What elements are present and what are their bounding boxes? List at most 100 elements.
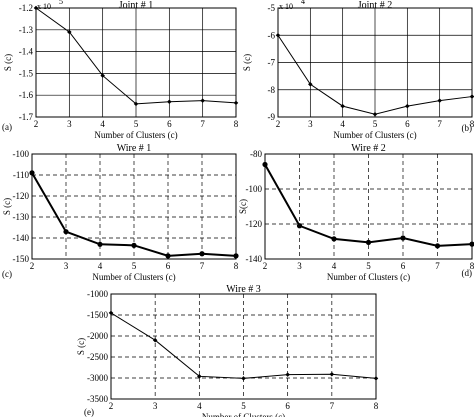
x-tick-label: 6 xyxy=(285,401,290,411)
x-tick-label: 2 xyxy=(263,261,268,271)
x-tick-label: 8 xyxy=(470,119,474,129)
y-tick-label: -2000 xyxy=(87,331,108,341)
data-point xyxy=(296,223,303,229)
data-point xyxy=(262,161,268,168)
x-tick-label: 3 xyxy=(67,119,72,129)
y-tick-label: -6 xyxy=(268,30,276,40)
x-tick-label: 2 xyxy=(109,401,114,411)
x-tick-label: 6 xyxy=(405,119,410,129)
data-point xyxy=(152,337,158,343)
x-axis-label: Number of Clusters (c) xyxy=(94,130,177,140)
data-point xyxy=(405,103,410,109)
x-tick-label: 6 xyxy=(166,261,171,271)
plot-frame xyxy=(31,153,237,260)
data-point xyxy=(29,170,35,176)
y-tick-label: -1.2 xyxy=(19,3,33,13)
data-point xyxy=(469,94,474,99)
panel-wire-1: 2 3 4 5 6 7 8 -100 -110 -120 -130 -140 -150 Wire # 1 N… xyxy=(2,143,239,282)
y-tick-label: -150 xyxy=(13,254,30,264)
y-axis-label: S (c) xyxy=(242,54,252,71)
y-axis-label: S(c) xyxy=(238,199,248,214)
data-point xyxy=(365,239,372,245)
y-tick-label: -100 xyxy=(13,149,30,159)
y-tick-label: -2500 xyxy=(87,352,108,362)
panel-joint-1: 2 3 4 5 6 7 8 -1.2 -1.3 -1.4 -1.5 -1.6 -1.7 Joint # 1… xyxy=(2,0,239,140)
x-axis-label: Number of Clusters (c) xyxy=(327,272,410,282)
x-tick-label: 7 xyxy=(330,401,335,411)
panel-wire-3: 2 3 4 5 6 7 8 -1000 -1500 -2000 -2500 -3000 -3500 Wir… xyxy=(76,284,379,417)
data-point xyxy=(200,98,205,103)
y-tick-label: -5 xyxy=(268,3,276,13)
y-multiplier-label: x 10 xyxy=(279,2,293,11)
x-axis-label: Number of Clusters (c) xyxy=(92,272,175,282)
plot-frame xyxy=(110,293,377,400)
y-tick-label: -120 xyxy=(246,219,263,229)
x-tick-label: 2 xyxy=(34,119,39,129)
data-point xyxy=(167,99,172,105)
y-multiplier-exponent: 4 xyxy=(301,0,305,6)
y-tick-label: -8 xyxy=(268,85,276,95)
y-axis-label: S (c) xyxy=(76,338,86,355)
data-point xyxy=(241,376,246,381)
data-point xyxy=(233,100,239,106)
data-point xyxy=(199,251,205,257)
y-tick-label: -1.6 xyxy=(19,90,34,100)
plot-frame xyxy=(264,153,473,260)
y-tick-label: -1500 xyxy=(87,310,108,320)
y-tick-label: -1000 xyxy=(87,289,108,299)
panel-wire-2: 2 3 4 5 6 7 8 -80 -100 -120 -140 Wire # 2 Number of … xyxy=(238,143,474,282)
y-axis-label: S (c) xyxy=(3,54,13,71)
x-tick-label: 3 xyxy=(64,261,69,271)
data-point xyxy=(372,112,378,117)
x-tick-label: 2 xyxy=(276,119,281,129)
chart-title: Wire # 2 xyxy=(351,143,386,154)
x-tick-label: 4 xyxy=(340,119,345,129)
x-tick-label: 5 xyxy=(134,119,139,129)
x-axis-label: Number of Clusters (c) xyxy=(333,130,416,140)
data-point xyxy=(434,243,441,249)
data-point xyxy=(63,229,69,235)
chart-title: Joint # 1 xyxy=(119,0,153,11)
panel-tag: (e) xyxy=(84,407,94,417)
x-tick-label: 7 xyxy=(200,261,205,271)
panel-tag: (c) xyxy=(2,269,12,279)
y-tick-label: -3500 xyxy=(87,394,108,404)
y-tick-label: -1.3 xyxy=(19,25,34,35)
y-multiplier-exponent: 5 xyxy=(59,0,63,6)
x-tick-label: 3 xyxy=(308,119,313,129)
y-tick-label: -140 xyxy=(13,233,30,243)
x-tick-label: 3 xyxy=(297,261,302,271)
x-tick-label: 8 xyxy=(374,401,379,411)
y-tick-label: -110 xyxy=(13,170,30,180)
y-axis-label: S (c) xyxy=(2,198,12,215)
chart-title: Wire # 3 xyxy=(226,284,261,295)
data-point xyxy=(100,73,105,78)
data-point xyxy=(373,376,379,381)
data-point xyxy=(233,253,239,259)
data-point xyxy=(131,242,137,248)
y-tick-label: -3000 xyxy=(87,373,108,383)
y-tick-label: -1.4 xyxy=(19,47,34,57)
y-tick-label: -1.7 xyxy=(19,112,34,122)
data-point xyxy=(285,372,290,377)
y-tick-label: -9 xyxy=(268,112,276,122)
x-tick-label: 7 xyxy=(200,119,205,129)
x-axis-label: Number of Clusters (c) xyxy=(202,412,285,417)
data-point xyxy=(331,236,337,242)
data-point xyxy=(108,310,114,316)
x-tick-label: 8 xyxy=(234,119,239,129)
x-tick-label: 6 xyxy=(401,261,406,271)
x-tick-label: 4 xyxy=(197,401,202,411)
x-tick-label: 5 xyxy=(373,119,378,129)
data-point xyxy=(400,235,406,241)
y-tick-label: -130 xyxy=(13,212,30,222)
data-point xyxy=(340,103,345,109)
data-point xyxy=(469,241,474,247)
x-tick-label: 5 xyxy=(366,261,371,271)
x-tick-label: 4 xyxy=(332,261,337,271)
panel-tag: (d) xyxy=(462,268,473,278)
data-point xyxy=(165,253,171,259)
chart-title: Wire # 1 xyxy=(117,143,152,154)
panel-joint-2: 2 3 4 5 6 7 8 -5 -6 -7 -8 -9 Joint # 2 Number of Clus… xyxy=(242,0,474,140)
